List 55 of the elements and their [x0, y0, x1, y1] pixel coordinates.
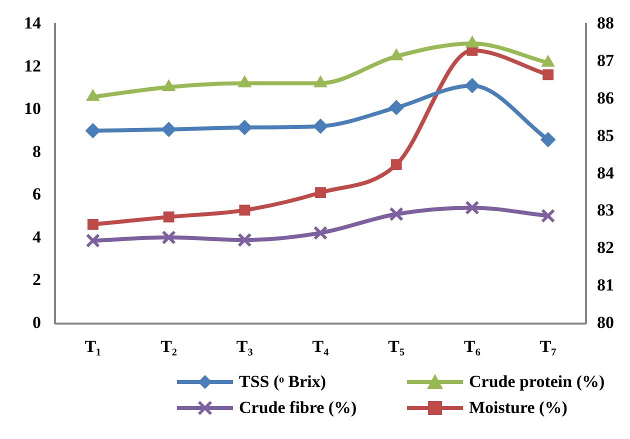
- point: [390, 159, 402, 170]
- point: [388, 100, 404, 116]
- point: [540, 208, 556, 223]
- y-tick-label: 10: [24, 99, 41, 118]
- x-tick-label: T₅: [388, 337, 405, 356]
- point: [464, 78, 480, 94]
- point: [238, 76, 252, 88]
- y-tick-label: 2: [32, 270, 41, 290]
- y2-tick-label: 84: [597, 163, 614, 182]
- x-tick-label: T₇: [540, 337, 556, 356]
- y2-tick-label: 80: [597, 312, 614, 332]
- y2-tick-label: 83: [597, 200, 614, 220]
- y2-tick-label: 85: [597, 126, 614, 145]
- point: [86, 233, 100, 248]
- x-tick-label: T₃: [236, 337, 253, 356]
- point: [314, 76, 328, 88]
- x-tick-label: T₁: [84, 337, 102, 356]
- legend-label: TSS (ᵒ Brix): [239, 372, 326, 392]
- point: [315, 187, 326, 198]
- point: [162, 80, 176, 92]
- point: [466, 36, 479, 48]
- point: [162, 230, 176, 245]
- y-tick-label: 14: [24, 14, 42, 33]
- point: [313, 118, 328, 134]
- point: [313, 226, 328, 240]
- point: [540, 132, 556, 148]
- point: [542, 55, 555, 67]
- point: [85, 123, 100, 138]
- y-tick-label: 12: [24, 56, 41, 76]
- point: [390, 48, 403, 60]
- point: [239, 204, 250, 216]
- point: [161, 122, 176, 137]
- x-tick-label: T₆: [464, 337, 480, 356]
- y2-tick-label: 87: [597, 51, 614, 70]
- y-tick-label: 4: [32, 227, 42, 246]
- point: [87, 218, 98, 230]
- y2-tick-label: 88: [597, 14, 614, 33]
- point: [389, 206, 404, 222]
- point: [163, 211, 174, 222]
- y2-tick-label: 86: [597, 88, 614, 108]
- point: [237, 120, 252, 135]
- point: [237, 232, 252, 248]
- legend-label: Crude fibre (%): [239, 398, 357, 418]
- point: [465, 200, 480, 215]
- y2-tick-label: 81: [597, 276, 614, 295]
- legend-label: Crude protein (%): [469, 372, 605, 392]
- legend-label: Moisture (%): [469, 398, 568, 418]
- y2-tick-label: 82: [597, 238, 614, 258]
- point: [86, 89, 100, 101]
- x-tick-label: T₄: [312, 337, 329, 356]
- y-tick-label: 0: [32, 312, 41, 332]
- point: [542, 69, 554, 80]
- x-tick-label: T₂: [160, 337, 178, 356]
- y-tick-label: 6: [32, 184, 41, 204]
- y-tick-label: 8: [32, 142, 41, 161]
